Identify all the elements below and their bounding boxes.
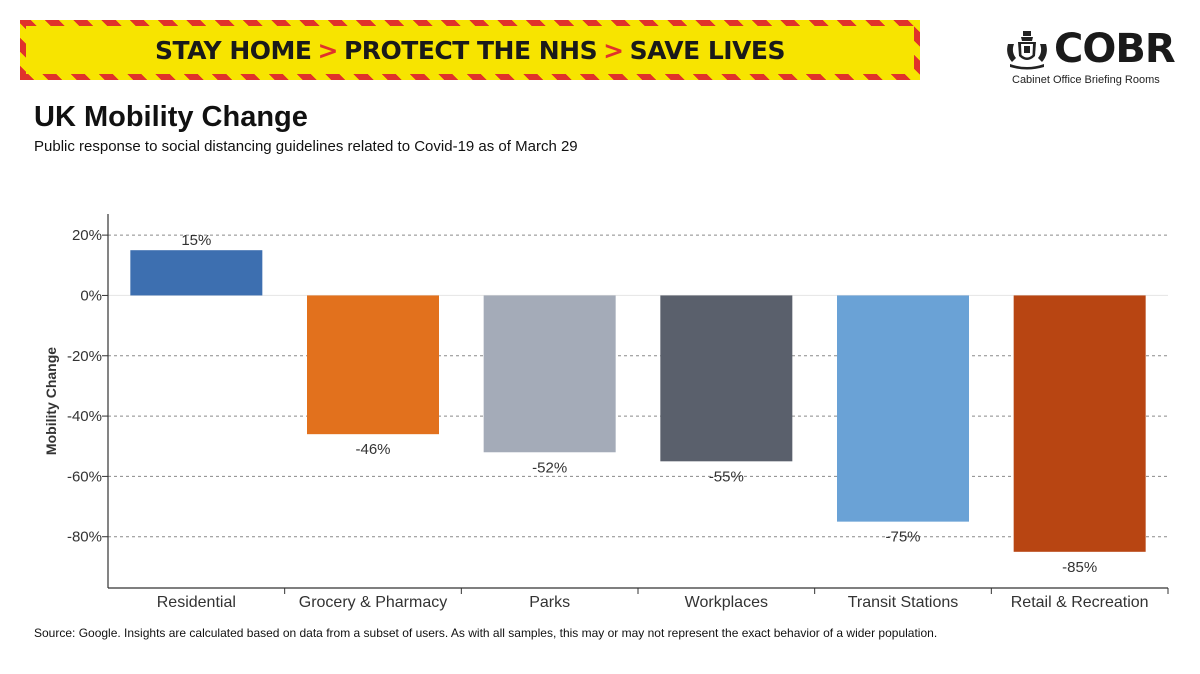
data-label: -46% (355, 441, 390, 458)
y-tick-label: -60% (67, 468, 102, 485)
bar-parks (483, 295, 616, 453)
slogan-text: STAY HOME > PROTECT THE NHS > SAVE LIVES (154, 35, 786, 65)
y-tick-label: -80% (67, 529, 102, 546)
bar-transit-stations (837, 295, 969, 522)
x-tick-label: Retail & Recreation (1011, 594, 1149, 611)
bar-chart: 20% 0% -20% -40% -60% -80% Mobility Change 15% R… (43, 214, 1169, 611)
bar-grocery-pharmacy (307, 295, 439, 435)
bar-residential (130, 250, 263, 296)
data-label: 15% (181, 232, 211, 249)
chart-subtitle: Public response to social distancing gui… (34, 138, 578, 155)
y-tick-label: -20% (67, 348, 102, 365)
bar-workplaces (660, 295, 793, 462)
brand-subtitle: Cabinet Office Briefing Rooms (1012, 74, 1160, 86)
data-label: -52% (532, 459, 567, 476)
x-tick-label: Transit Stations (848, 594, 959, 611)
x-tick-label: Parks (529, 594, 570, 611)
y-tick-label: 20% (72, 227, 102, 244)
x-tick-label: Residential (157, 594, 236, 611)
brand-name: COBR (1054, 26, 1176, 72)
data-label: -75% (885, 529, 920, 546)
y-tick-label: -40% (67, 408, 102, 425)
data-label: -85% (1062, 559, 1097, 576)
y-axis-title: Mobility Change (43, 347, 59, 455)
chart-title: UK Mobility Change (34, 101, 308, 133)
slogan-separator-icon: > (603, 35, 624, 65)
slogan-part-save-lives: SAVE LIVES (629, 35, 786, 65)
slogan-banner: STAY HOME > PROTECT THE NHS > SAVE LIVES (20, 20, 920, 80)
x-tick-label: Workplaces (685, 594, 768, 611)
slogan-part-stay-home: STAY HOME (154, 35, 312, 65)
royal-crest-icon (1007, 31, 1047, 70)
slogan-separator-icon: > (317, 35, 338, 65)
cobr-logo: COBR Cabinet Office Briefing Rooms (1004, 26, 1176, 88)
y-tick-label: 0% (80, 287, 102, 304)
data-label: -55% (709, 468, 744, 485)
bar-retail-recreation (1013, 295, 1146, 552)
x-tick-label: Grocery & Pharmacy (299, 594, 447, 611)
source-note: Source: Google. Insights are calculated … (34, 626, 938, 640)
slogan-part-protect-nhs: PROTECT THE NHS (343, 35, 598, 65)
